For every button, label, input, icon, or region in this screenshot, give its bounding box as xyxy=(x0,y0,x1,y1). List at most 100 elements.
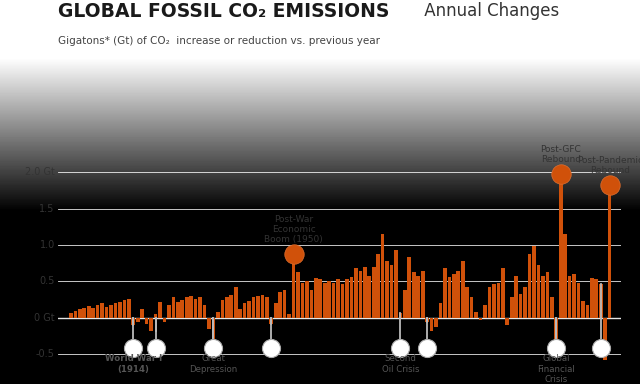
Bar xyxy=(434,318,438,327)
Bar xyxy=(185,298,189,318)
Bar xyxy=(207,318,211,329)
Text: Second
Oil Crisis: Second Oil Crisis xyxy=(381,354,419,374)
Bar xyxy=(87,306,91,318)
Bar xyxy=(252,298,255,318)
Text: Post-War
Economic
Boom (1950): Post-War Economic Boom (1950) xyxy=(264,215,323,244)
Bar xyxy=(417,276,420,318)
Bar xyxy=(532,247,536,318)
Bar xyxy=(447,277,451,318)
Bar xyxy=(470,298,474,318)
Bar xyxy=(229,295,233,318)
Bar xyxy=(283,290,287,318)
Bar xyxy=(78,309,82,318)
Bar xyxy=(83,308,86,318)
Text: Global
Financial
Crisis: Global Financial Crisis xyxy=(538,354,575,384)
Bar xyxy=(385,261,389,318)
Bar xyxy=(524,286,527,318)
Bar xyxy=(456,270,460,318)
Bar xyxy=(541,276,545,318)
Bar xyxy=(577,283,580,318)
Bar xyxy=(595,279,598,318)
Bar xyxy=(367,276,371,318)
Bar xyxy=(172,298,175,318)
Bar xyxy=(345,279,349,318)
Text: 2.0 Gt: 2.0 Gt xyxy=(25,167,55,177)
Bar xyxy=(426,318,429,321)
Bar xyxy=(332,283,335,318)
Bar xyxy=(545,272,549,318)
Bar xyxy=(519,294,522,318)
Bar xyxy=(568,276,572,318)
Bar xyxy=(154,314,157,318)
Bar xyxy=(100,303,104,318)
Bar xyxy=(287,314,291,318)
Text: 0.5: 0.5 xyxy=(40,276,55,286)
Text: Annual Changes: Annual Changes xyxy=(419,2,559,20)
Bar xyxy=(225,298,228,318)
Bar xyxy=(69,313,73,318)
Bar xyxy=(443,268,447,318)
Bar xyxy=(461,261,465,318)
Bar xyxy=(296,272,300,318)
Bar xyxy=(394,250,398,318)
Bar xyxy=(140,309,144,318)
Bar xyxy=(234,287,237,318)
Bar xyxy=(408,257,411,318)
Bar xyxy=(604,318,607,360)
Bar xyxy=(74,311,77,318)
Bar xyxy=(127,299,131,318)
Bar xyxy=(176,302,180,318)
Bar xyxy=(243,303,246,318)
Bar xyxy=(216,312,220,318)
Bar xyxy=(474,312,478,318)
Bar xyxy=(167,306,171,318)
Bar xyxy=(501,268,505,318)
Bar xyxy=(323,283,326,318)
Bar xyxy=(256,296,260,318)
Bar xyxy=(194,299,198,318)
Bar xyxy=(608,194,611,318)
Bar xyxy=(590,278,594,318)
Bar xyxy=(203,305,206,318)
Bar xyxy=(421,270,424,318)
Text: GLOBAL FOSSIL CO₂ EMISSIONS: GLOBAL FOSSIL CO₂ EMISSIONS xyxy=(58,2,389,21)
Bar xyxy=(265,298,269,318)
Bar xyxy=(403,290,406,318)
Bar xyxy=(274,303,278,318)
Bar xyxy=(198,298,202,318)
Bar xyxy=(358,270,362,318)
Bar xyxy=(492,285,496,318)
Bar xyxy=(506,318,509,325)
Bar xyxy=(510,298,513,318)
Bar xyxy=(278,292,282,318)
Bar xyxy=(189,296,193,318)
Bar xyxy=(131,318,135,325)
Text: Gigatons* (Gt) of CO₂  increase or reduction vs. previous year: Gigatons* (Gt) of CO₂ increase or reduct… xyxy=(58,36,380,46)
Bar xyxy=(497,283,500,318)
Bar xyxy=(114,303,117,318)
Bar xyxy=(314,278,317,318)
Text: Post-Pandemic
Rebound: Post-Pandemic Rebound xyxy=(577,156,640,175)
Bar xyxy=(105,307,108,318)
Bar xyxy=(92,308,95,318)
Bar xyxy=(372,267,376,318)
Bar xyxy=(536,265,540,318)
Bar xyxy=(554,318,558,356)
Bar xyxy=(247,301,251,318)
Bar xyxy=(479,318,483,320)
Bar xyxy=(376,254,380,318)
Bar xyxy=(581,301,585,318)
Bar xyxy=(310,290,313,318)
Bar xyxy=(429,318,433,331)
Bar xyxy=(212,318,215,346)
Text: World War I
(1914): World War I (1914) xyxy=(105,354,162,374)
Text: 1.0: 1.0 xyxy=(40,240,55,250)
Bar xyxy=(145,318,148,324)
Bar xyxy=(221,300,224,318)
Bar xyxy=(550,298,554,318)
Bar xyxy=(412,272,415,318)
Bar xyxy=(572,274,576,318)
Bar xyxy=(599,285,603,318)
Bar xyxy=(483,305,487,318)
Bar xyxy=(158,302,162,318)
